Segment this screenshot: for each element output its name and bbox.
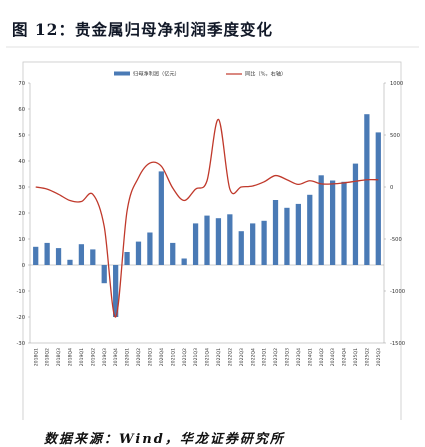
- bar: [319, 175, 324, 265]
- y-left-tick-label: 0: [22, 263, 25, 269]
- x-tick-label: 2024Q4: [342, 348, 348, 366]
- x-tick-label: 2020Q4: [159, 348, 165, 366]
- x-tick-label: 2022Q4: [250, 348, 256, 366]
- y-left-tick-label: 30: [18, 185, 25, 191]
- x-tick-label: 2024Q3: [330, 348, 336, 366]
- bar: [273, 200, 278, 265]
- x-tick-label: 2021Q2: [182, 348, 188, 366]
- bar: [284, 208, 289, 265]
- y-right-tick-label: -500: [390, 237, 402, 243]
- x-tick-label: 2022Q3: [239, 348, 245, 366]
- bar: [204, 216, 209, 265]
- y-left-tick-label: -10: [17, 289, 25, 295]
- x-tick-label: 2020Q3: [148, 348, 154, 366]
- x-tick-label: 2019Q4: [113, 348, 119, 366]
- bar: [90, 249, 95, 265]
- bar: [296, 204, 301, 265]
- bar: [261, 221, 266, 265]
- bar: [136, 242, 141, 265]
- bar: [307, 195, 312, 265]
- y-right-tick-label: 0: [390, 185, 393, 191]
- chart-axes: -30 -20 -10 0 10 20 30 40 50 60 70 -1500 -1000 -500 0 5…: [17, 81, 406, 347]
- x-tick-label: 2021Q1: [170, 348, 176, 366]
- x-tick-label: 2022Q2: [227, 348, 233, 366]
- x-tick-label: 2022Q1: [216, 348, 222, 366]
- bar: [216, 218, 221, 265]
- bar: [159, 171, 164, 265]
- bar: [239, 231, 244, 265]
- bar: [250, 223, 255, 265]
- bar: [227, 214, 232, 265]
- chart: 归母净利润（亿元） 同比（%，右轴） -30 -20 -10 0 10 20 30 40 50 60…: [0, 0, 425, 420]
- x-tick-label: 2018Q1: [33, 348, 39, 366]
- y-right-tick-label: 1000: [390, 81, 403, 87]
- y-right-tick-label: -1500: [390, 341, 405, 347]
- y-left-tick-label: 50: [18, 133, 25, 139]
- x-tick-label: 2021Q3: [193, 348, 199, 366]
- bar: [102, 265, 107, 283]
- x-tick-label: 2018Q2: [45, 348, 51, 366]
- x-tick-label: 2023Q4: [296, 348, 302, 366]
- bar: [193, 223, 198, 265]
- x-tick-label: 2025Q2: [364, 348, 370, 366]
- legend-line-label: 同比（%，右轴）: [245, 70, 286, 78]
- x-tick-label: 2018Q4: [68, 348, 74, 366]
- x-tick-label: 2019Q1: [79, 348, 85, 366]
- x-tick-label: 2020Q2: [136, 348, 142, 366]
- x-tick-label: 2025Q1: [353, 348, 359, 366]
- bar: [45, 243, 50, 265]
- x-tick-label: 2021Q4: [205, 348, 211, 366]
- bar: [364, 114, 369, 265]
- y-left-tick-label: 20: [18, 211, 25, 217]
- x-tick-label: 2019Q3: [102, 348, 108, 366]
- bar: [67, 260, 72, 265]
- y-left-tick-label: 70: [18, 81, 25, 87]
- legend-bar-swatch: [114, 72, 130, 76]
- chart-legend: 归母净利润（亿元） 同比（%，右轴）: [114, 70, 286, 78]
- x-tick-label: 2024Q2: [319, 348, 325, 366]
- x-tick-label: 2018Q3: [56, 348, 62, 366]
- bar: [56, 248, 61, 265]
- bar: [341, 182, 346, 265]
- bar: [147, 233, 152, 266]
- x-tick-label: 2023Q3: [285, 348, 291, 366]
- y-right-tick-label: 500: [390, 133, 400, 139]
- legend-bar-label: 归母净利润（亿元）: [133, 70, 180, 78]
- bar: [124, 252, 129, 265]
- bar-series: [33, 114, 381, 317]
- bar: [79, 244, 84, 265]
- bar: [182, 259, 187, 266]
- category-labels: 2018Q1 2018Q2 2018Q3 2018Q4 2019Q1 2019Q2 2019…: [33, 348, 382, 366]
- x-tick-label: 2019Q2: [90, 348, 96, 366]
- bar: [33, 247, 38, 265]
- x-tick-label: 2025Q3: [376, 348, 382, 366]
- bar: [170, 243, 175, 265]
- y-left-tick-label: 60: [18, 107, 25, 113]
- bar: [330, 181, 335, 266]
- x-tick-label: 2024Q1: [307, 348, 313, 366]
- y-left-tick-label: -20: [17, 315, 25, 321]
- x-tick-label: 2023Q2: [273, 348, 279, 366]
- bar: [376, 132, 381, 265]
- y-right-tick-label: -1000: [390, 289, 405, 295]
- y-left-tick-label: -30: [17, 341, 25, 347]
- y-left-tick-label: 40: [18, 159, 25, 165]
- y-left-tick-label: 10: [18, 237, 25, 243]
- x-tick-label: 2023Q1: [262, 348, 268, 366]
- source-note: 数据来源：Wind，华龙证券研究所: [44, 428, 285, 447]
- x-tick-label: 2020Q1: [125, 348, 131, 366]
- bar: [353, 164, 358, 265]
